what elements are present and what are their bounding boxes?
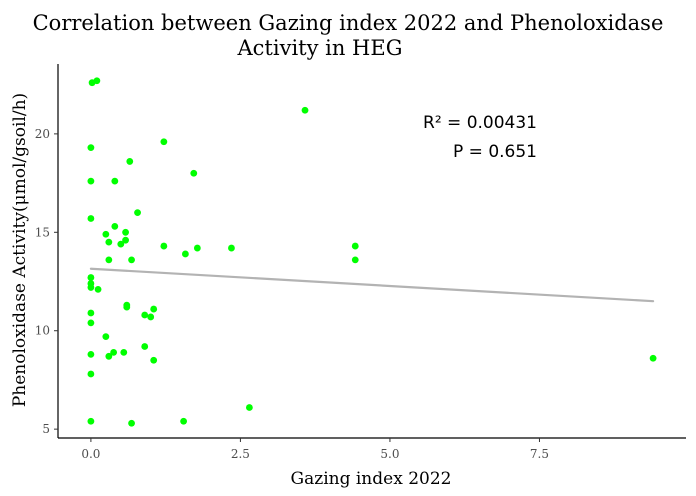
data-point (87, 309, 95, 317)
x-tick-label: 5.0 (380, 447, 399, 461)
data-point (105, 238, 113, 246)
data-point (122, 228, 129, 236)
data-point (94, 285, 102, 293)
data-point (122, 236, 129, 244)
y-axis-label: Phenoloxidase Activity(μmol/gsoil/h) (10, 93, 30, 407)
data-point (245, 404, 253, 411)
y-tick-label: 15 (35, 225, 50, 239)
data-point (141, 343, 149, 350)
chart-title-line-1: Correlation between Gazing index 2022 an… (33, 11, 664, 35)
data-point (87, 274, 95, 281)
data-point (150, 305, 158, 313)
p-value-annotation: P = 0.651 (453, 142, 537, 162)
data-point (110, 348, 118, 356)
trendline-layer (89, 267, 655, 303)
data-point (87, 215, 95, 222)
data-point (87, 144, 95, 152)
data-point (87, 417, 95, 425)
axis-ticks: 0.0 2.5 5.0 7.5 5 10 15 20 (35, 127, 549, 461)
data-point (126, 158, 134, 165)
regression-line (89, 267, 655, 303)
data-point (102, 230, 110, 238)
data-point (117, 240, 125, 248)
data-point (123, 303, 131, 311)
data-point (111, 177, 119, 185)
data-point (87, 319, 95, 327)
x-tick-label: 7.5 (530, 447, 549, 461)
data-point (649, 354, 657, 362)
y-tick-label: 20 (35, 127, 50, 141)
data-point (87, 370, 95, 378)
x-tick-label: 2.5 (231, 447, 250, 461)
data-point (111, 222, 119, 230)
data-points (87, 77, 657, 427)
y-tick-label: 10 (35, 324, 50, 338)
data-point (134, 209, 141, 217)
data-point (160, 138, 168, 146)
x-tick-label: 0.0 (81, 447, 100, 461)
data-point (105, 352, 113, 360)
data-point (351, 256, 359, 264)
data-point (87, 284, 95, 291)
data-point (141, 311, 149, 319)
data-point (181, 250, 189, 258)
data-point (87, 350, 95, 358)
data-point (150, 356, 158, 364)
data-point (105, 256, 113, 264)
data-point (190, 169, 198, 177)
data-point (128, 256, 135, 264)
data-point (301, 106, 309, 114)
data-point (351, 242, 359, 250)
data-point (120, 348, 128, 356)
r-squared-annotation: R² = 0.00431 (423, 113, 537, 133)
chart-title-line-2: Activity in HEG (237, 36, 403, 60)
data-point (102, 333, 110, 341)
data-point (228, 244, 235, 252)
x-axis-label: Gazing index 2022 (291, 469, 452, 489)
data-point (193, 244, 201, 252)
data-point (93, 77, 101, 85)
data-point (128, 419, 135, 427)
y-tick-label: 5 (42, 422, 50, 436)
data-point (180, 417, 188, 425)
data-point (160, 242, 168, 250)
data-point (147, 313, 155, 321)
data-point (87, 177, 95, 185)
